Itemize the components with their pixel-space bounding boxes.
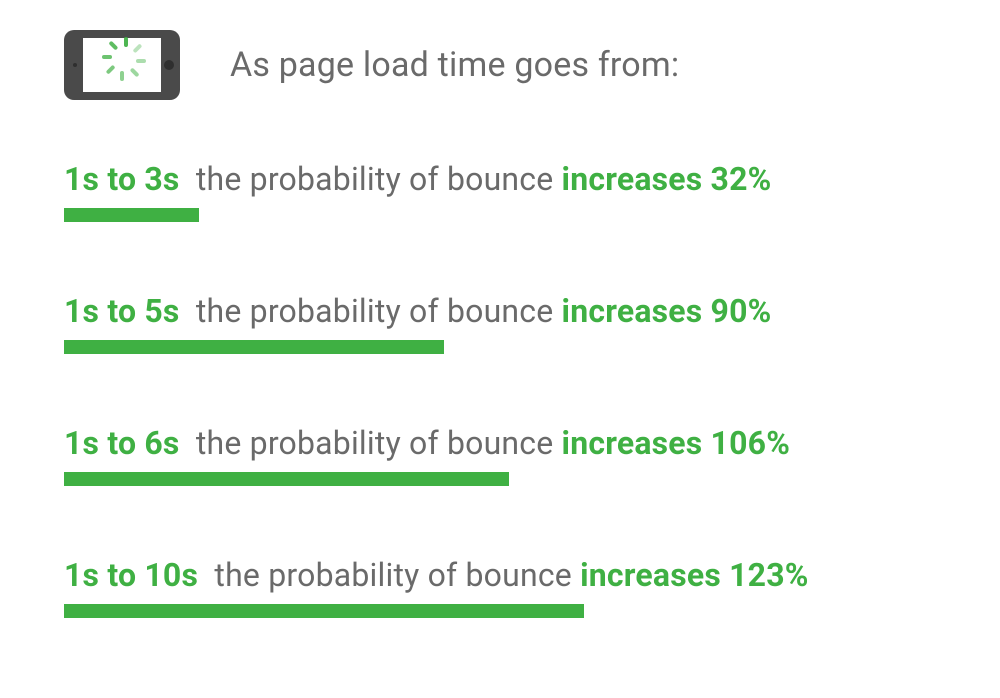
stat-bar — [64, 208, 199, 222]
time-range: 1s to 10s — [64, 556, 198, 594]
mid-text: the probability of bounce — [196, 160, 554, 198]
increase-text: increases 123% — [580, 556, 809, 594]
stat-line: 1s to 5s the probability of bounce incre… — [64, 292, 950, 330]
loading-spinner-icon — [104, 47, 140, 83]
stat-row: 1s to 10s the probability of bounce incr… — [64, 556, 950, 618]
header: As page load time goes from: — [50, 30, 950, 100]
increase-text: increases 32% — [562, 160, 772, 198]
infographic-page: As page load time goes from: 1s to 3s th… — [0, 0, 1000, 698]
stat-bar — [64, 472, 509, 486]
time-range: 1s to 5s — [64, 292, 180, 330]
increase-text: increases 106% — [562, 424, 791, 462]
mid-text: the probability of bounce — [196, 292, 554, 330]
increase-text: increases 90% — [562, 292, 772, 330]
rows-container: 1s to 3s the probability of bounce incre… — [50, 160, 950, 618]
stat-line: 1s to 10s the probability of bounce incr… — [64, 556, 950, 594]
stat-bar — [64, 340, 444, 354]
page-title: As page load time goes from: — [230, 45, 679, 85]
phone-screen — [83, 38, 161, 92]
stat-bar — [64, 604, 584, 618]
time-range: 1s to 3s — [64, 160, 180, 198]
stat-line: 1s to 3s the probability of bounce incre… — [64, 160, 950, 198]
stat-row: 1s to 6s the probability of bounce incre… — [64, 424, 950, 486]
mid-text: the probability of bounce — [196, 424, 554, 462]
stat-line: 1s to 6s the probability of bounce incre… — [64, 424, 950, 462]
phone-icon — [64, 30, 180, 100]
mid-text: the probability of bounce — [214, 556, 572, 594]
stat-row: 1s to 3s the probability of bounce incre… — [64, 160, 950, 222]
stat-row: 1s to 5s the probability of bounce incre… — [64, 292, 950, 354]
time-range: 1s to 6s — [64, 424, 180, 462]
